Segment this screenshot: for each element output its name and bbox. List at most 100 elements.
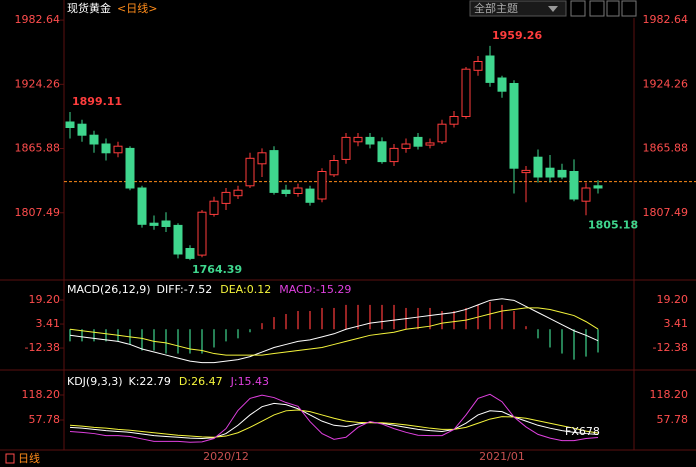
legend-name: K: [129,375,140,388]
tool-button[interactable] [606,0,620,17]
indicator-line [69,307,599,356]
candle-body [161,220,171,227]
candle-body [257,152,267,165]
candle-body [413,136,423,147]
candle-body [101,143,111,154]
candle-body [113,145,123,154]
candle-body [449,116,459,125]
instrument-title: 现货黄金 [67,1,111,15]
candle-body [389,147,399,163]
candle-body [209,200,219,215]
candle-body [269,150,279,193]
candle-body [245,157,255,187]
candle-body [425,142,435,146]
candle-body [293,187,303,194]
candle-body [377,141,387,163]
legend-name: D: [179,375,191,388]
toolbar: 全部主题 [469,0,637,17]
watermark: FX678 [565,425,600,438]
indicator-line [69,298,599,364]
indicator-title: MACD(26,12,9) [67,283,151,296]
theme-dropdown[interactable] [469,0,567,17]
candle-body [569,171,579,200]
tool-button[interactable] [570,0,586,17]
candle-body [185,248,195,259]
candle-body [125,147,135,189]
tool-button[interactable] [589,0,605,17]
legend-name: MACD: [279,283,316,296]
extreme-label: 1899.11 [72,95,122,108]
candle-body [137,187,147,225]
tool-button[interactable] [621,0,637,17]
y-tick-label: 19.20 [29,293,61,306]
legend-value: -7.52 [184,283,212,296]
y-tick-label: 1865.88 [15,142,61,155]
y-tick-label: 57.78 [29,413,61,426]
candle-body [365,136,375,145]
candle-body [581,187,591,202]
candle-body [509,83,519,169]
candle-body [221,191,231,204]
legend-value: 22.79 [139,375,171,388]
y-tick-label: -12.38 [25,341,60,354]
theme-label: 全部主题 [474,1,518,15]
candle-body [317,171,327,200]
candle-body [341,136,351,160]
candle-body [353,136,363,143]
legend-value: 0.12 [247,283,272,296]
y-tick-label: 1982.64 [15,13,61,26]
candle-body [485,55,495,83]
y-tick-label: 1924.26 [643,77,689,90]
candle-body [473,61,483,71]
candle-body [557,169,567,178]
candle-body [173,224,183,255]
candle-body [149,222,159,226]
x-tick-label: 2021/01 [479,450,525,463]
candle-body [545,167,555,178]
candle-body [281,189,291,194]
candle-body [497,77,507,92]
y-tick-label: 118.20 [650,388,689,401]
y-tick-label: 1807.49 [15,206,61,219]
legend-value: -15.29 [316,283,351,296]
y-tick-label: 118.20 [22,388,61,401]
y-tick-label: -12.38 [653,341,688,354]
legend-value: 15.43 [238,375,270,388]
legend-name: DIFF: [157,283,184,296]
candle-body [461,68,471,117]
y-tick-label: 1924.26 [15,77,61,90]
y-tick-label: 3.41 [36,317,61,330]
legend-value: 26.47 [191,375,223,388]
y-tick-label: 1865.88 [643,142,689,155]
indicator-line [69,409,599,438]
dropdown-arrow [548,6,558,12]
legend-name: DEA: [220,283,246,296]
candle-body [521,169,531,174]
extreme-label: 1805.18 [588,218,638,231]
candle-body [533,156,543,178]
candle-body [593,185,603,189]
candle-body [77,123,87,136]
candle-body [197,211,207,256]
footer-icon [5,453,15,464]
candle-body [89,134,99,145]
candle-body [437,123,447,143]
y-tick-label: 3.41 [664,317,689,330]
footer-period[interactable]: 日线 [18,451,40,465]
x-tick-label: 2020/12 [203,450,249,463]
y-tick-label: 19.20 [657,293,689,306]
y-tick-label: 1807.49 [643,206,689,219]
candle-body [305,188,315,203]
extreme-label: 1764.39 [192,263,242,276]
candle-body [65,121,75,128]
period-label[interactable]: <日线> [117,1,157,15]
candle-body [401,143,411,149]
indicator-line [69,393,599,443]
candle-body [233,189,243,197]
y-tick-label: 1982.64 [643,13,689,26]
indicator-line [69,402,599,440]
y-tick-label: 57.78 [657,413,689,426]
extreme-label: 1959.26 [492,29,542,42]
